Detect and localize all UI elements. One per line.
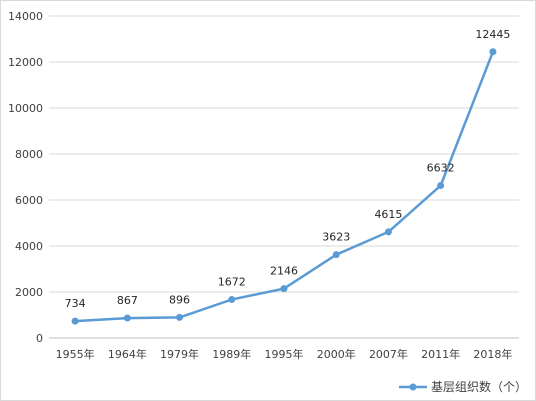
y-tick-label: 6000 — [15, 194, 43, 207]
y-tick-label: 0 — [36, 332, 43, 345]
gridlines — [49, 15, 519, 339]
x-tick-label: 1964年 — [108, 347, 147, 361]
y-tick-label: 8000 — [15, 148, 43, 161]
data-label: 734 — [65, 297, 86, 310]
x-axis-ticks: 1955年 1964年 1979年 1989年 1995年 2000年 2007年 2011年… — [56, 347, 513, 361]
data-point — [123, 314, 131, 322]
x-tick-label: 1989年 — [212, 347, 251, 361]
data-point — [489, 48, 497, 56]
y-tick-label: 2000 — [15, 286, 43, 299]
x-tick-label: 1979年 — [160, 347, 199, 361]
data-label: 6632 — [427, 161, 455, 174]
data-label: 12445 — [475, 28, 510, 41]
data-point — [280, 285, 288, 293]
data-point — [332, 251, 340, 259]
legend-label: 基层组织数（个） — [431, 379, 527, 394]
x-tick-label: 1955年 — [56, 347, 95, 361]
y-tick-label: 12000 — [8, 56, 43, 69]
data-label: 2146 — [270, 265, 298, 278]
data-label: 867 — [117, 294, 138, 307]
x-tick-label: 1995年 — [265, 347, 304, 361]
y-tick-label: 4000 — [15, 240, 43, 253]
y-tick-label: 10000 — [8, 102, 43, 115]
data-label: 896 — [169, 293, 190, 306]
data-label: 1672 — [218, 276, 246, 289]
data-label: 4615 — [374, 208, 402, 221]
data-point — [176, 313, 184, 321]
data-label: 3623 — [322, 231, 350, 244]
y-tick-label: 14000 — [8, 10, 43, 23]
data-labels: 734 867 896 1672 2146 3623 4615 6632 12445 — [65, 28, 511, 310]
x-tick-label: 2000年 — [317, 347, 356, 361]
data-point — [71, 317, 79, 325]
x-tick-label: 2007年 — [369, 347, 408, 361]
series-line-path — [75, 51, 495, 323]
legend-marker-icon — [409, 383, 417, 391]
x-tick-label: 2018年 — [473, 347, 512, 361]
data-point — [437, 181, 445, 189]
x-tick-label: 2011年 — [421, 347, 460, 361]
data-point — [384, 228, 392, 236]
y-axis-ticks: 0 2000 4000 6000 8000 10000 12000 14000 — [8, 10, 43, 345]
data-point — [228, 296, 236, 304]
legend: 基层组织数（个） — [399, 379, 527, 394]
series-line — [71, 48, 497, 325]
